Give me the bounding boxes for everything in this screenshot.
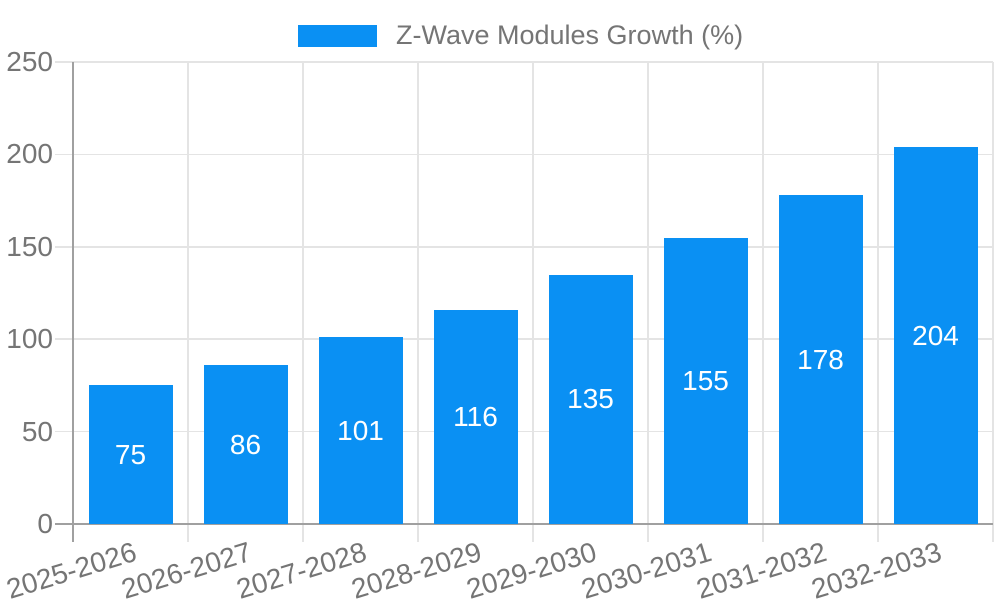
y-tick-label: 150: [6, 230, 53, 262]
x-tick-label: 2025-2026: [2, 536, 140, 600]
v-gridline: [762, 62, 764, 542]
h-gridline: [55, 338, 993, 340]
legend: Z-Wave Modules Growth (%): [298, 22, 743, 49]
v-gridline: [877, 62, 879, 542]
h-gridline: [55, 430, 993, 433]
y-tick-label: 200: [6, 138, 53, 170]
x-tick-label: 2032-2033: [807, 536, 945, 600]
bar: [433, 309, 518, 524]
x-tick-label: 2026-2027: [117, 536, 255, 600]
x-tick-label: 2031-2032: [692, 536, 830, 600]
bar-value-label: 178: [797, 343, 844, 375]
x-tick-label: 2030-2031: [577, 536, 715, 600]
bar-value-label: 116: [453, 400, 498, 432]
bar-value-label: 75: [114, 438, 147, 470]
legend-swatch: [298, 24, 377, 47]
y-tick-label: 100: [6, 323, 53, 355]
bar-value-label: 101: [337, 414, 384, 446]
v-gridline: [417, 62, 419, 542]
h-gridline: [55, 246, 993, 248]
v-gridline: [647, 62, 649, 542]
v-gridline: [532, 62, 534, 542]
y-axis-line: [72, 62, 74, 542]
y-tick-label: 0: [37, 508, 53, 539]
bar: [203, 365, 288, 524]
v-gridline: [302, 62, 304, 542]
legend-label: Z-Wave Modules Growth (%): [396, 20, 744, 50]
h-gridline: [55, 61, 993, 63]
bar: [778, 195, 863, 524]
bar: [88, 385, 173, 524]
bar-value-label: 204: [912, 319, 959, 351]
v-gridline: [992, 62, 994, 542]
y-tick-label: 50: [21, 415, 53, 447]
bar-value-label: 155: [682, 364, 729, 396]
bar: [548, 274, 633, 524]
x-tick-label: 2029-2030: [462, 536, 600, 600]
x-tick-label: 2027-2028: [232, 536, 370, 600]
x-axis-line: [55, 523, 993, 525]
h-gridline: [55, 153, 993, 156]
bar-value-label: 86: [229, 428, 262, 460]
v-gridline: [187, 62, 189, 542]
bar-value-label: 135: [567, 383, 614, 415]
bar: [663, 237, 748, 524]
y-tick-label: 250: [6, 46, 53, 77]
bar: [318, 337, 403, 524]
bar: [893, 147, 978, 524]
x-tick-label: 2028-2029: [347, 536, 485, 600]
